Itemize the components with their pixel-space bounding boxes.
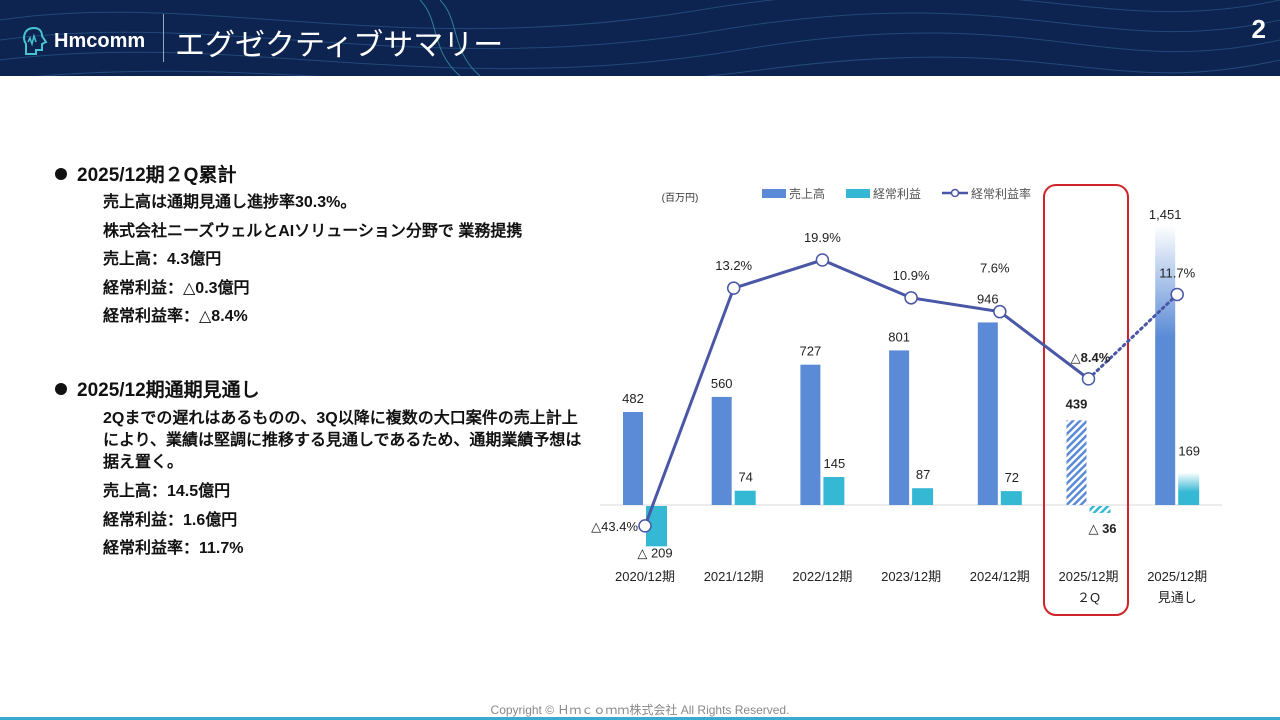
line-marker-rate [726,281,741,295]
data-label-rate: 7.6% [980,261,1010,276]
legend-swatch-profit [846,189,870,198]
data-label-profit: 145 [824,456,846,471]
data-label-sales: 1,451 [1149,207,1182,222]
logo-text: Hmcomm [54,29,146,52]
head-logo-icon [23,26,48,55]
data-label-sales: 439 [1066,396,1088,411]
line-rate-actual [643,258,1090,527]
text-line: 売上高：4.3億円 [103,251,222,268]
page-title: エグゼクティブサマリー [175,29,504,62]
bar-profit [1000,491,1022,505]
legend-swatch-sales [762,189,786,198]
data-label-profit: 74 [738,470,752,485]
legend-label-rate: 経常利益率 [971,186,1031,201]
data-label-rate: 19.9% [804,230,841,245]
x-tick-label: 見通し [1158,590,1197,605]
bullet-icon [55,167,67,180]
legend-marker-rate [950,188,960,198]
text-line: 売上高は通期見通し進捗率30.3%。 [103,194,357,211]
x-tick-label: 2020/12期 [615,569,675,584]
bar-profit [823,477,845,505]
text-line: 経常利益率：△8.4% [103,308,248,325]
data-label-rate: △43.4% [591,519,638,534]
bar-profit [1178,472,1200,505]
section-2q-cumulative: 2025/12期２Q累計 売上高は通期見通し進捗率30.3%。 株式会社ニーズウ… [55,160,522,332]
data-label-profit: △ 209 [637,545,672,560]
line-marker-rate [1170,287,1184,302]
highlight-box-2025-2q [1043,184,1129,616]
data-label-rate: 11.7% [1159,265,1195,280]
data-label-rate: △8.4% [1071,350,1111,365]
data-label-sales: 801 [888,329,910,344]
bar-sales [977,322,998,505]
legend-label-sales: 売上高 [789,186,825,201]
data-label-sales: 727 [800,344,822,359]
x-tick-label: 2025/12期 [1059,569,1119,584]
data-label-profit: 72 [1005,470,1019,485]
copyright: Copyright © Ｈｍｃｏｍｍ株式会社 All Rights Reserv… [490,703,790,717]
bar-sales [623,411,643,505]
bottom-accent-bar [0,717,1280,720]
data-label-sales: 482 [622,391,644,406]
bar-sales [800,364,821,505]
bar-profit [734,490,756,505]
header-banner: Hmcomm エグゼクティブサマリー 2 [0,0,1280,76]
section-heading: 2025/12期２Q累計 [77,165,237,186]
unit-label: (百万円) [662,192,699,204]
data-label-profit: 87 [916,467,930,482]
bullet-icon [55,382,67,395]
legend-label-profit: 経常利益 [873,187,921,201]
text-line: 株式会社ニーズウェルとAIソリューション分野で 業務提携 [103,222,523,240]
line-marker-rate [904,291,918,305]
line-marker-rate [1081,372,1096,386]
data-label-sales: 946 [977,291,999,306]
bar-profit [646,506,667,547]
x-tick-label: 2021/12期 [704,569,764,584]
bar-sales [1155,224,1176,505]
x-tick-label: 2023/12期 [881,569,941,584]
data-label-sales: 560 [711,376,733,391]
text-line: 売上高：14.5億円 [103,483,231,500]
company-logo: Hmcomm [20,26,145,56]
line-marker-rate [993,304,1007,319]
section-full-year-forecast: 2025/12期通期見通し 2Qまでの遅れはあるものの、3Q以降に複数の大口案件… [55,375,593,564]
data-label-profit: △ 36 [1088,521,1116,536]
line-marker-rate [815,253,830,267]
data-label-rate: 13.2% [715,258,752,273]
text-line: 経常利益：△0.3億円 [103,279,250,297]
text-line: 経常利益：1.6億円 [103,511,238,529]
x-tick-label: 2025/12期 [1147,569,1207,584]
page-number: 2 [1251,14,1266,44]
section-heading: 2025/12期通期見通し [77,380,260,401]
line-marker-rate [638,519,652,533]
header-divider [163,14,164,62]
data-label-rate: 10.9% [893,268,930,283]
line-rate-forecast [1087,292,1179,381]
bar-profit [1089,506,1111,513]
x-tick-label: ２Q [1077,590,1100,605]
x-tick-label: 2024/12期 [970,569,1030,584]
data-label-profit: 169 [1178,443,1200,458]
bar-sales [711,396,732,505]
forecast-paragraph: 2Qまでの遅れはあるものの、3Q以降に複数の大口案件の売上計上により、業績は堅調… [103,410,582,471]
bar-sales [1066,420,1087,505]
wave-pattern-decoration [0,0,1280,76]
text-line: 経常利益率：11.7% [103,540,244,557]
bar-profit [912,488,934,505]
bar-sales [889,350,910,505]
x-tick-label: 2022/12期 [792,569,852,584]
